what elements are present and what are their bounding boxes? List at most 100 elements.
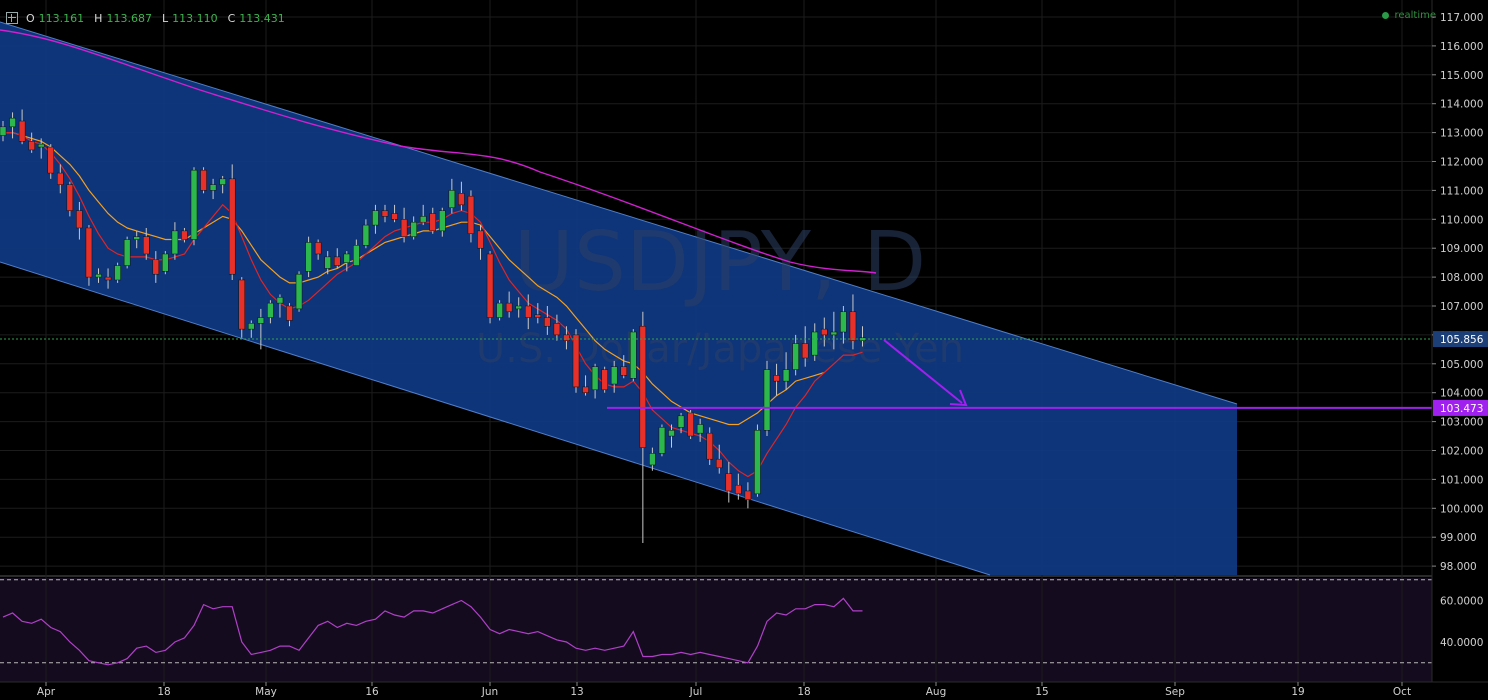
candle-up [171,222,179,260]
candle-down [104,268,112,289]
candle-body [143,236,150,255]
time-tick-label: Apr [37,686,56,698]
candle-up [649,447,656,471]
candle-body [123,239,131,266]
candle-body [381,210,389,217]
price-tick-label: 112.000 [1440,157,1483,169]
candle-up [209,178,217,200]
rsi-panel-bg [0,578,1432,682]
candle-body [649,453,656,466]
candle-down [601,366,608,393]
candle-up [95,268,102,283]
candle-body [782,369,790,382]
candle-down [429,207,436,234]
candle-up [610,360,618,393]
price-tick-label: 110.000 [1440,214,1483,226]
channel-fill [0,22,1237,575]
time-tick-label: Jul [689,686,703,698]
candle-down [143,227,150,260]
watermark-description: U.S. Dollar/Japanese Yen [476,326,964,372]
candle-body [248,323,255,330]
candle-up [658,424,666,457]
candle-body [610,366,618,385]
candle-body [171,230,179,255]
candle-down [534,303,542,324]
price-axis-bg [1432,0,1488,700]
projection-arrow [883,339,963,404]
price-tick-label: 99.000 [1440,532,1477,544]
candle-body [162,253,169,272]
candle-body [467,195,475,234]
price-tick-label: 103.000 [1440,417,1483,429]
price-tick-label: 109.000 [1440,243,1483,255]
candle-up [668,424,675,448]
price-tick-label: 115.000 [1440,70,1483,82]
candle-down [849,294,857,350]
rsi-tick-label: 60.0000 [1440,596,1483,608]
candle-up [448,178,456,214]
candle-body [505,302,513,313]
candle-down [66,181,74,217]
candle-body [830,331,838,336]
ohlc-key: H [94,11,103,25]
candle-body [391,213,398,220]
candle-up [696,418,704,442]
candle-body [267,302,274,318]
candle-body [763,369,771,431]
candle-down [639,311,647,543]
candle-up [840,306,847,344]
time-tick-label: 18 [797,686,810,698]
candle-up [763,360,771,437]
candle-body [152,259,160,275]
candle-body [305,242,312,272]
candle-body [314,242,322,255]
candle-up [362,219,370,249]
candle-up [123,236,131,269]
candle-down [582,375,589,396]
candle-body [658,427,666,454]
price-tick-label: 108.000 [1440,272,1483,284]
candle-body [448,190,456,208]
candle-down [486,251,494,324]
candle-body [544,317,551,327]
candle-body [104,276,112,281]
candles [0,109,866,543]
candle-body [200,169,207,191]
candle-body [295,273,303,310]
candle-body [725,473,733,492]
candle-up [37,138,45,159]
status-label: realtime [1394,10,1436,21]
candle-up [219,175,226,194]
time-tick-label: Oct [1393,686,1411,698]
ohlc-key: O [26,11,35,25]
candle-body [801,343,809,359]
candle-down [716,444,723,474]
rsi-panel [0,579,1440,666]
candle-up [591,363,599,399]
candle-down [181,227,188,243]
time-tick-label: Aug [926,686,947,698]
candle-up [811,323,818,361]
candle-body [716,458,723,469]
price-tick-label: 113.000 [1440,128,1483,140]
candle-down [505,291,513,318]
candle-down [477,225,484,260]
candle-up [410,216,417,240]
candle-down [400,207,408,243]
candle-up [114,262,121,283]
time-tick-label: Jun [481,686,498,698]
price-axis[interactable]: 117.000 116.000 115.000 114.000 113.000 112.0… [1431,0,1488,700]
ohlc-value: 113.431 [239,11,285,25]
candle-body [601,369,608,391]
candle-body [324,256,331,269]
candle-body [735,484,742,495]
candle-up [9,112,16,139]
candle-up [324,251,331,275]
expand-icon[interactable] [6,12,18,24]
candle-body [18,120,26,142]
time-axis[interactable]: Apr 18 May 16 Jun 13 Jul 18 Aug 15 Sep 19 Oct [0,681,1488,700]
candle-body [76,210,83,229]
candle-body [47,146,54,174]
time-tick-label: May [255,686,277,698]
